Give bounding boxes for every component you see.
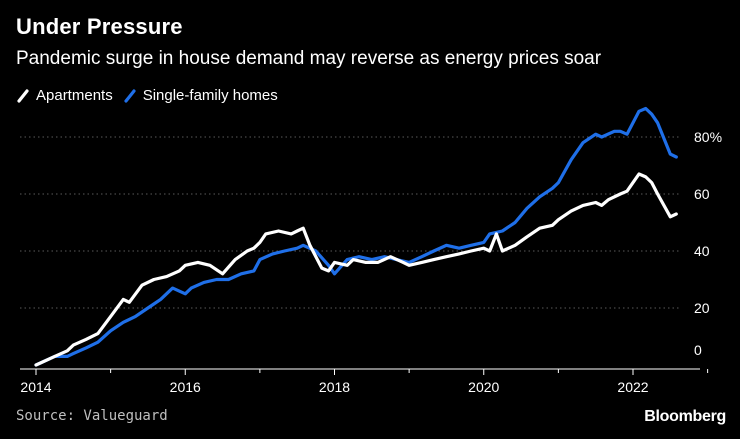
- x-tick-label: 2016: [170, 379, 201, 395]
- legend-label-apartments: Apartments: [36, 87, 113, 104]
- bloomberg-logo: Bloomberg: [644, 408, 726, 425]
- y-tick-label: 40: [694, 243, 710, 259]
- y-tick-label: 60: [694, 186, 710, 202]
- x-tick-label: 2018: [319, 379, 350, 395]
- x-tick-label: 2020: [468, 379, 499, 395]
- source-note: Source: Valueguard: [16, 408, 168, 424]
- series-line-apartments: [34, 172, 678, 367]
- y-tick-label: 80%: [694, 129, 722, 145]
- slash-swatch-icon: [124, 88, 136, 103]
- y-tick-label: 20: [694, 300, 710, 316]
- slash-swatch-icon: [17, 88, 29, 103]
- legend-label-single-family: Single-family homes: [142, 87, 278, 104]
- y-tick-label: 0: [694, 342, 702, 358]
- legend: Apartments Single-family homes: [16, 87, 288, 104]
- legend-item-apartments: Apartments: [16, 87, 113, 104]
- chart-subtitle: Pandemic surge in house demand may rever…: [16, 48, 602, 69]
- legend-item-single-family: Single-family homes: [123, 87, 278, 104]
- series-line-single-family-homes: [34, 106, 678, 367]
- x-tick-label: 2014: [20, 379, 51, 395]
- x-tick-label: 2022: [617, 379, 648, 395]
- chart-title: Under Pressure: [16, 14, 183, 39]
